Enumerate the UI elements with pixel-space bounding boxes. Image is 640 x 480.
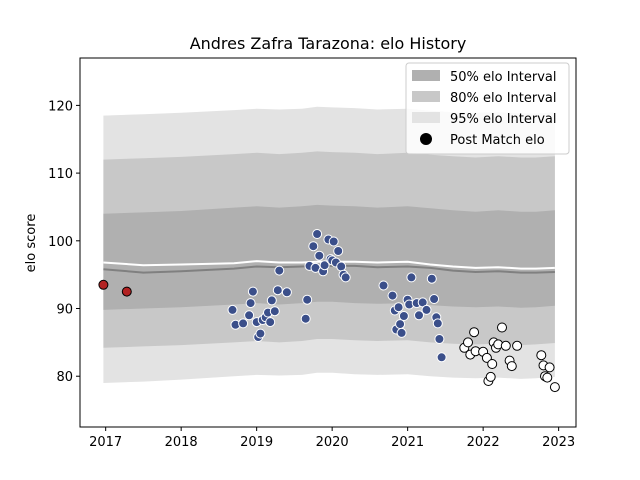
data-point: [414, 310, 424, 321]
data-point: [336, 261, 347, 272]
data-point: [429, 294, 440, 304]
data-point: [549, 382, 560, 393]
legend-label: Post Match elo: [450, 133, 545, 148]
y-tick-label: 110: [48, 167, 73, 182]
data-point: [378, 280, 389, 291]
data-point: [314, 250, 325, 261]
data-point: [387, 290, 398, 301]
y-tick-label: 120: [48, 99, 73, 114]
legend-swatch: [412, 112, 440, 123]
upper-line: [103, 260, 555, 270]
data-point: [281, 287, 292, 298]
data-point: [497, 322, 507, 333]
y-tick-label: 80: [56, 370, 73, 385]
data-point: [544, 362, 555, 373]
y-axis-label: elo score: [24, 214, 39, 273]
data-point: [227, 304, 238, 315]
data-point: [269, 306, 280, 317]
x-tick-label: 2017: [89, 435, 122, 450]
x-tick-label: 2019: [240, 435, 273, 450]
data-point: [244, 310, 255, 321]
data-point: [121, 286, 132, 297]
data-point: [542, 372, 553, 383]
data-point: [398, 311, 409, 321]
data-point: [274, 265, 285, 276]
legend-label: 95% elo Interval: [450, 112, 557, 127]
legend-swatch: [412, 70, 440, 81]
data-point: [265, 317, 276, 328]
x-tick-label: 2022: [467, 435, 500, 450]
data-point: [300, 313, 311, 324]
data-point: [512, 340, 523, 351]
legend-marker: [420, 133, 432, 145]
data-point: [255, 328, 266, 339]
data-point: [333, 246, 344, 256]
data-point: [500, 340, 511, 351]
data-point: [272, 285, 283, 296]
data-point: [463, 337, 473, 348]
data-point: [266, 295, 277, 306]
y-tick-label: 100: [48, 235, 73, 250]
data-point: [396, 327, 407, 338]
data-point: [406, 272, 417, 283]
data-point: [238, 318, 249, 329]
data-point: [98, 279, 109, 290]
x-tick-label: 2020: [316, 435, 349, 450]
legend-swatch: [412, 91, 440, 102]
legend-label: 80% elo Interval: [450, 91, 557, 106]
data-point: [245, 298, 256, 309]
legend: 50% elo Interval 80% elo Interval 95% elo …: [405, 62, 570, 155]
y-tick-label: 90: [56, 303, 73, 318]
data-point: [432, 318, 443, 329]
data-point: [469, 327, 480, 338]
legend-box: [405, 62, 570, 155]
data-point: [312, 229, 323, 239]
legend-label: 50% elo Interval: [450, 70, 557, 85]
plot-area: [98, 106, 560, 393]
data-point: [302, 294, 313, 305]
data-point: [485, 371, 496, 382]
mean-line: [103, 264, 555, 274]
data-point: [308, 241, 319, 252]
x-tick-label: 2021: [391, 435, 424, 450]
data-point: [434, 334, 445, 344]
data-point: [421, 304, 432, 315]
data-point: [340, 272, 351, 283]
data-point: [393, 302, 404, 313]
data-point: [487, 359, 498, 369]
x-tick-label: 2023: [542, 435, 575, 450]
plot-frame: [79, 57, 577, 428]
x-tick-label: 2018: [165, 435, 198, 450]
data-point: [328, 236, 339, 247]
chart-title: Andres Zafra Tarazona: elo History: [190, 34, 467, 53]
data-point: [536, 350, 547, 361]
data-point: [426, 273, 437, 284]
data-point: [319, 260, 330, 271]
data-point: [247, 286, 258, 297]
axes: 2017 2018 2019 2020 2021 2022 2023 80 90 100 110 12…: [48, 57, 577, 450]
data-point: [436, 352, 447, 363]
data-point: [506, 361, 517, 372]
